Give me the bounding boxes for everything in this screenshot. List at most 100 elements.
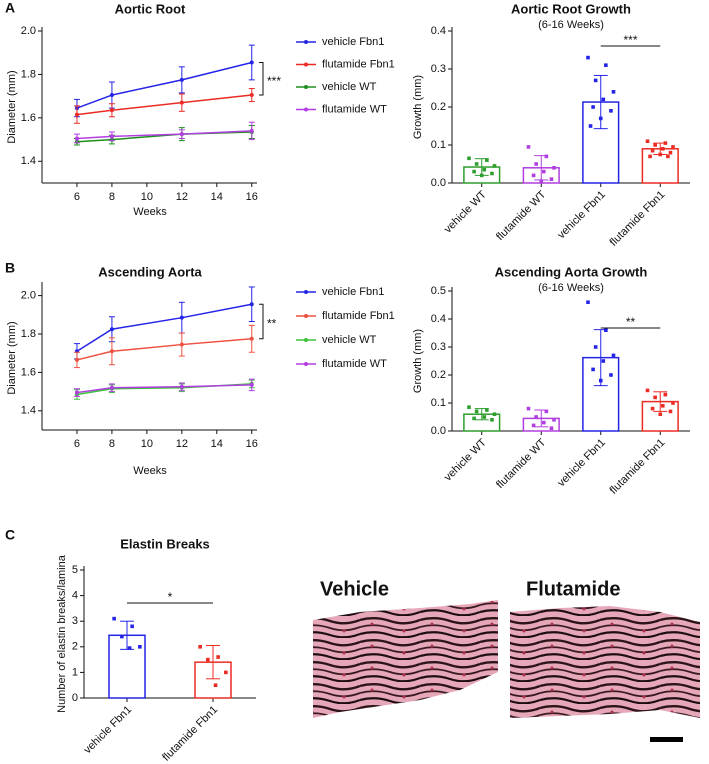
data-point <box>593 78 598 83</box>
micrograph-vehicle: Vehicle <box>313 578 498 718</box>
x-tick-label: 6 <box>74 191 80 203</box>
scale-bar <box>650 737 683 742</box>
series-line <box>76 130 252 140</box>
data-point <box>120 634 124 639</box>
data-point <box>666 154 670 159</box>
data-point <box>604 328 608 332</box>
point <box>74 136 79 141</box>
y-tick-label: 0 <box>72 692 78 704</box>
y-tick-label: 1.4 <box>21 405 36 417</box>
legend-marker <box>304 338 308 342</box>
data-point <box>485 158 489 162</box>
data-point <box>645 388 650 393</box>
legend-marker <box>304 314 308 318</box>
x-tick-label: 16 <box>246 438 258 450</box>
point <box>179 315 184 320</box>
x-tick-label: flutamide Fbn1 <box>607 437 667 497</box>
data-point <box>127 646 132 650</box>
legend-label: vehicle Fbn1 <box>322 286 384 298</box>
y-tick-label: 0.1 <box>431 397 446 409</box>
x-tick-label: vehicle Fbn1 <box>82 704 135 757</box>
x-tick-label: flutamide WT <box>494 188 548 242</box>
series-line <box>76 94 252 116</box>
y-tick-label: 0.5 <box>431 285 446 297</box>
data-point <box>598 378 603 383</box>
data-point <box>213 683 218 687</box>
significance-label: *** <box>267 74 281 88</box>
series-line <box>76 384 252 394</box>
y-tick-label: 0.2 <box>431 369 446 381</box>
data-point <box>653 395 657 400</box>
y-tick-label: 1.6 <box>21 112 36 124</box>
y-axis-label: Diameter (mm) <box>6 70 18 143</box>
x-axis-label: Weeks <box>133 206 167 218</box>
significance-bracket <box>259 303 264 340</box>
data-point <box>531 173 536 178</box>
data-point <box>661 147 665 151</box>
point <box>249 128 254 133</box>
y-tick-label: 0.0 <box>431 425 446 437</box>
x-axis-label: Weeks <box>133 465 167 477</box>
x-tick-label: vehicle WT <box>442 188 489 235</box>
data-point <box>645 139 650 143</box>
tissue-image <box>313 600 498 718</box>
y-tick-label: 0.3 <box>431 63 446 75</box>
point <box>109 327 114 332</box>
data-point <box>216 655 220 659</box>
legend-marker <box>304 62 308 67</box>
chart-title: Elastin Breaks <box>120 536 210 551</box>
x-tick-label: vehicle Fbn1 <box>555 437 608 490</box>
data-point <box>472 416 476 421</box>
data-point <box>539 179 544 183</box>
data-point <box>601 97 606 102</box>
data-point <box>490 171 494 176</box>
data-point <box>112 616 116 621</box>
data-point <box>588 124 593 128</box>
data-point <box>542 420 546 425</box>
data-point <box>586 300 590 304</box>
x-tick-label: flutamide Fbn1 <box>607 189 667 249</box>
x-tick-label: 12 <box>176 191 188 203</box>
y-tick-label: 2.0 <box>21 290 36 302</box>
data-point <box>648 154 652 159</box>
data-point <box>591 367 595 372</box>
x-tick-label: vehicle WT <box>442 436 489 483</box>
y-tick-label: 1.8 <box>21 328 36 340</box>
point <box>109 108 114 113</box>
point <box>74 390 79 395</box>
chart-subtitle: (6-16 Weeks) <box>538 19 604 31</box>
chart-title: Ascending Aorta Growth <box>495 264 648 279</box>
legend-marker <box>304 40 308 44</box>
point <box>249 302 254 307</box>
chart-subtitle: (6-16 Weeks) <box>538 282 604 294</box>
data-point <box>604 63 608 67</box>
y-axis-label: Number of elastin breaks/lamina <box>56 554 68 713</box>
significance-bracket <box>259 61 264 96</box>
x-tick-label: 14 <box>211 438 223 450</box>
micrograph-flutamide: Flutamide <box>510 578 700 718</box>
data-point <box>609 373 613 377</box>
x-tick-label: 8 <box>109 191 115 203</box>
micrograph-label: Flutamide <box>526 578 620 600</box>
point <box>249 382 254 387</box>
legend-marker <box>304 85 308 89</box>
data-point <box>472 169 476 174</box>
legend-marker <box>304 362 308 366</box>
data-point <box>611 353 616 358</box>
x-tick-label: 16 <box>246 191 258 203</box>
point <box>109 93 114 98</box>
legend-label: flutamide WT <box>322 103 387 115</box>
y-tick-label: 0.0 <box>431 177 446 189</box>
point <box>109 134 114 139</box>
data-point <box>531 423 536 428</box>
data-point <box>492 164 497 168</box>
y-tick-label: 1.6 <box>21 366 36 378</box>
legend-marker <box>304 107 308 112</box>
x-tick-label: 10 <box>141 191 153 203</box>
x-tick-label: 14 <box>211 191 223 203</box>
y-tick-label: 2 <box>72 641 78 653</box>
data-point <box>591 105 595 109</box>
series-line <box>76 303 252 352</box>
point <box>249 93 254 98</box>
y-axis-label: Growth (mm) <box>412 75 424 139</box>
